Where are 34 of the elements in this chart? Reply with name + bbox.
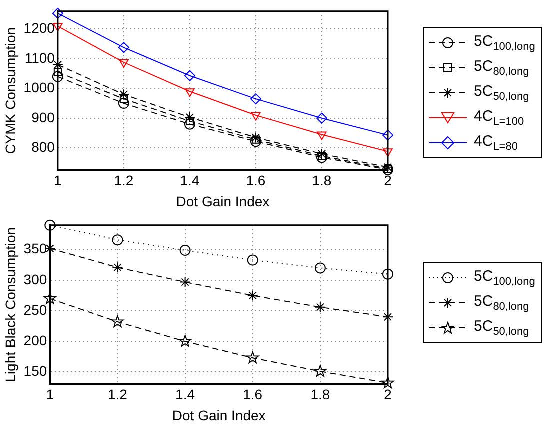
x-tick-label: 1.6: [246, 172, 266, 189]
x-axis-title: Dot Gain Index: [172, 407, 266, 424]
legend-label: 5C$_{50,long}$: [474, 318, 530, 338]
x-tick-label: 1.4: [176, 386, 196, 403]
legend-label: 4C$_{L=100}$: [474, 108, 524, 128]
x-tick-label: 1.4: [180, 172, 200, 189]
legend-label: 4C$_{L=80}$: [474, 132, 518, 152]
y-tick-label: 350: [24, 240, 48, 257]
x-tick-label: 2: [384, 172, 392, 189]
legend-label: 5C$_{100,long}$: [474, 268, 536, 288]
y-tick-label: 150: [24, 363, 48, 380]
x-tick-label: 1.2: [108, 386, 128, 403]
y-tick-label: 1000: [24, 80, 56, 96]
x-tick-label: 1.6: [243, 386, 263, 403]
legend-label: 5C$_{100,long}$: [474, 32, 536, 52]
x-tick-label: 1.8: [310, 386, 330, 403]
y-tick-label: 200: [24, 332, 48, 348]
y-tick-label: 900: [32, 109, 56, 126]
y-tick-label: 300: [24, 271, 48, 288]
legend-label: 5C$_{80,long}$: [474, 292, 530, 312]
y-tick-label: 1200: [24, 20, 56, 36]
x-axis-title: Dot Gain Index: [176, 193, 270, 210]
x-tick-label: 1: [46, 386, 54, 403]
y-axis-title: CYMK Consumption: [2, 27, 18, 154]
y-axis-title: Light Black Consumption: [2, 227, 18, 382]
x-tick-label: 1.2: [114, 172, 134, 189]
y-tick-label: 250: [24, 302, 48, 318]
x-tick-label: 1: [54, 172, 62, 189]
y-tick-label: 1100: [24, 50, 56, 66]
y-tick-label: 800: [32, 138, 56, 155]
legend-label: 5C$_{80,long}$: [474, 58, 530, 78]
legend-label: 5C$_{50,long}$: [474, 82, 530, 102]
x-tick-label: 1.8: [312, 172, 332, 189]
x-tick-label: 2: [384, 386, 392, 403]
